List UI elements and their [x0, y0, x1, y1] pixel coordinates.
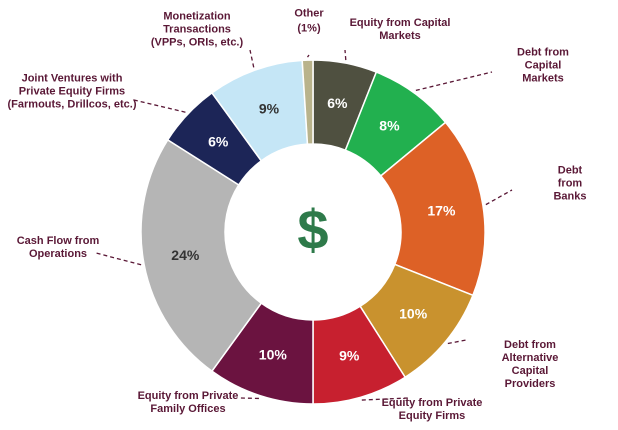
leader-line: [306, 54, 310, 58]
value-label: 10%: [259, 346, 288, 362]
leader-line: [447, 339, 467, 345]
leader-line: [415, 71, 493, 92]
value-label: 9%: [259, 100, 280, 116]
leader-line: [95, 252, 142, 266]
category-label: Other: [294, 7, 324, 20]
donut-segment: [140, 138, 263, 373]
category-label: Equity from Capital Markets: [349, 17, 451, 42]
value-label: 17%: [427, 202, 456, 218]
center-label: $: [297, 198, 328, 261]
value-label: 6%: [327, 95, 348, 111]
value-label: (1%): [297, 22, 321, 35]
leader-line: [361, 397, 409, 401]
value-label: 6%: [208, 134, 229, 150]
leader-line: [249, 49, 255, 68]
value-label: 9%: [339, 348, 360, 364]
category-label: Monetization Transactions (VPPs, ORIs, e…: [150, 10, 244, 49]
category-label: Debt from Banks: [553, 164, 587, 203]
value-label: 10%: [399, 306, 428, 322]
category-label: Joint Ventures with Private Equity Firms…: [7, 72, 137, 111]
leader-line: [485, 189, 513, 206]
leader-line: [133, 99, 186, 113]
category-label: Equity from Private Equity Firms: [381, 397, 483, 422]
value-label: 8%: [379, 118, 400, 134]
category-label: Equity from Private Family Offices: [137, 390, 239, 415]
value-label: 24%: [171, 247, 200, 263]
leader-line: [344, 49, 347, 61]
donut-segment: [301, 59, 314, 145]
category-label: Cash Flow from Operations: [16, 235, 100, 260]
category-label: Debt from Alternative Capital Providers: [501, 339, 559, 390]
category-label: Debt from Capital Markets: [517, 46, 569, 85]
